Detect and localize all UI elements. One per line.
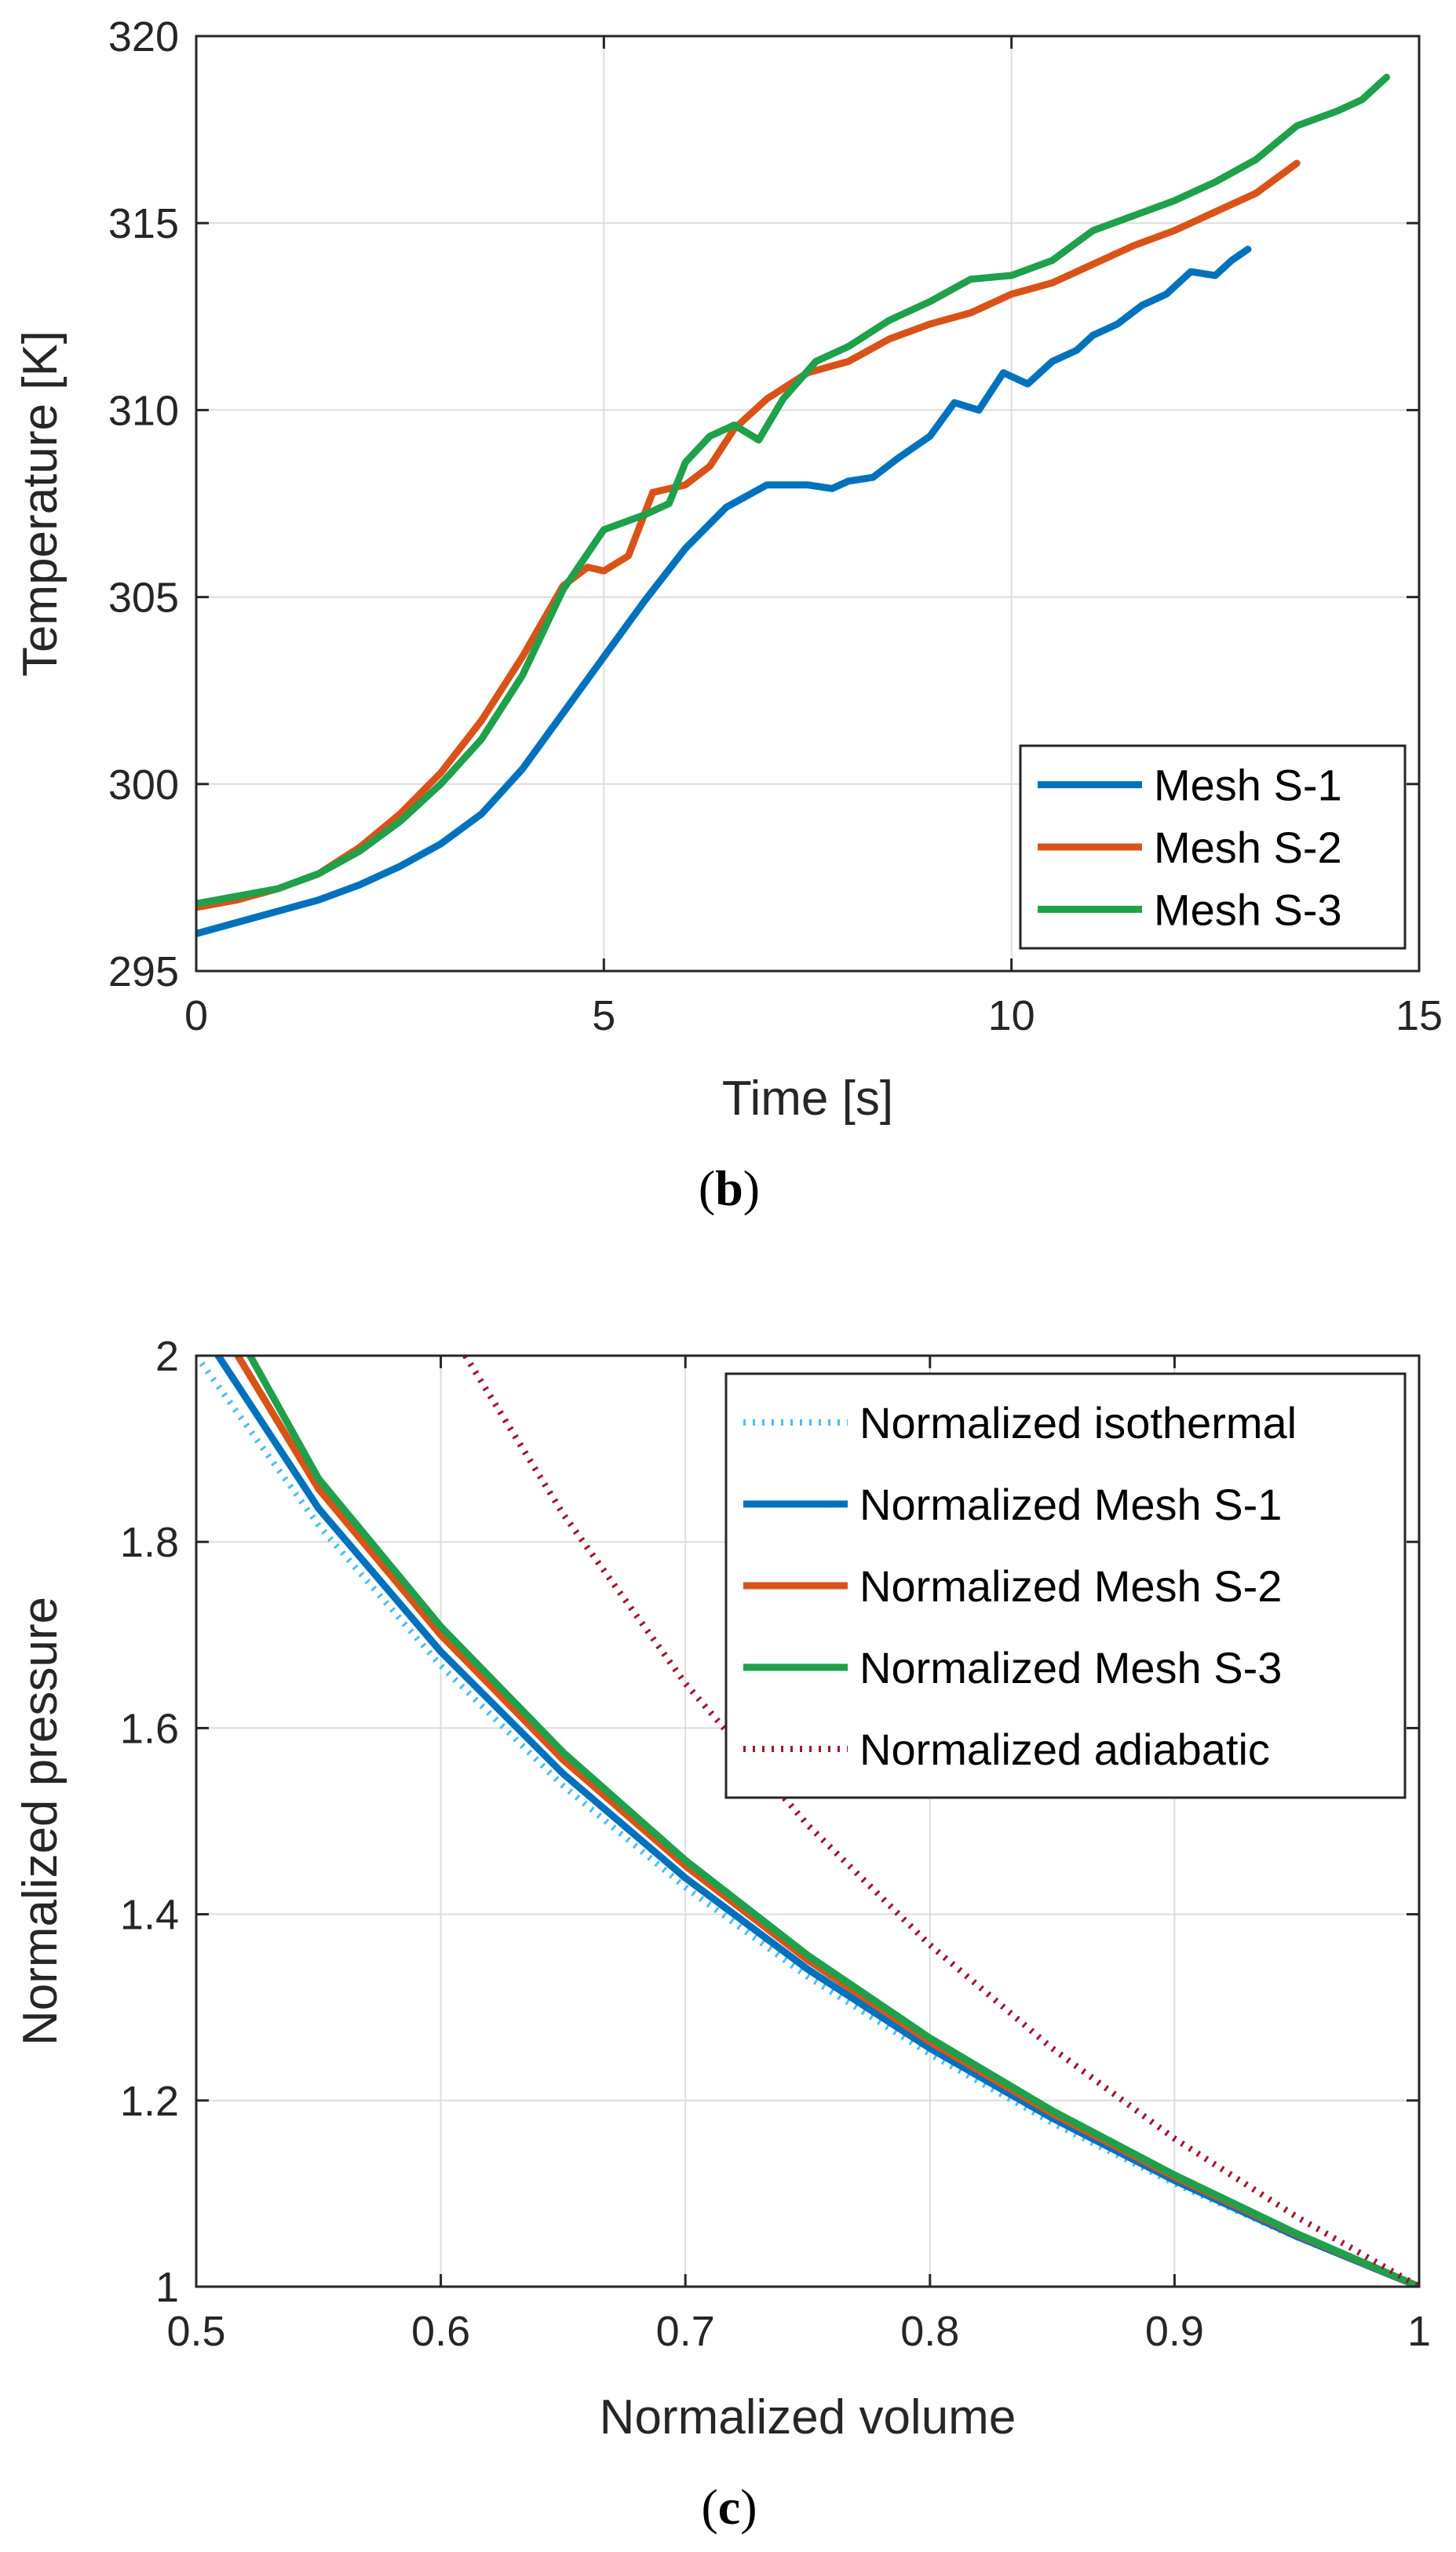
y-axis-label: Temperature [K] <box>13 330 68 677</box>
y-tick-label: 320 <box>108 13 179 60</box>
legend-label-2: Normalized Mesh S-1 <box>859 1480 1282 1529</box>
x-tick-label: 0.6 <box>411 2308 470 2355</box>
series-line-1 <box>196 1356 1419 2287</box>
y-tick-label: 315 <box>108 200 179 247</box>
x-axis-label: Normalized volume <box>600 2390 1016 2444</box>
y-tick-label: 305 <box>108 575 179 622</box>
series-group <box>196 73 1390 937</box>
figure-caption: (c) <box>701 2479 757 2535</box>
series-line-2 <box>196 159 1301 911</box>
caption-close-paren: ) <box>740 2479 757 2535</box>
legend-label-3: Normalized Mesh S-2 <box>859 1561 1282 1611</box>
series-line-3 <box>196 73 1390 907</box>
y-tick-label: 1.6 <box>120 1705 179 1752</box>
chart-temperature: 0 5 10 15 295 300 305 310 315 320 Time [s] Temperat… <box>13 13 1443 1216</box>
x-tick-label: 15 <box>1396 992 1443 1039</box>
legend: Mesh S-1 Mesh S-2 Mesh S-3 <box>1019 744 1407 950</box>
legend-label-1: Normalized isothermal <box>859 1398 1297 1448</box>
legend-label-1: Mesh S-1 <box>1154 761 1342 810</box>
y-tick-label: 295 <box>108 948 179 995</box>
axes-box <box>195 1354 1421 2288</box>
caption-letter: c <box>718 2479 740 2535</box>
axes-box <box>195 35 1421 973</box>
y-tick-label: 1.8 <box>120 1519 179 1566</box>
series-line-5 <box>462 1356 1419 2287</box>
x-tick-label: 0.7 <box>656 2308 715 2355</box>
x-tick-label: 0 <box>184 992 208 1039</box>
caption-open-paren: ( <box>701 2479 717 2535</box>
x-tick-label: 1 <box>1407 2308 1431 2355</box>
x-tick-label: 10 <box>988 992 1035 1039</box>
legend: Normalized isothermal Normalized Mesh S-1… <box>724 1372 1407 1799</box>
x-tick-label: 0.5 <box>166 2308 225 2355</box>
x-tick-label: 0.8 <box>900 2308 959 2355</box>
legend-label-2: Mesh S-2 <box>1154 823 1342 872</box>
figure-caption: (b) <box>699 1160 760 1216</box>
series-line-4 <box>246 1356 1419 2287</box>
legend-label-5: Normalized adiabatic <box>859 1725 1270 1774</box>
x-tick-label: 5 <box>592 992 615 1039</box>
series-line-1 <box>196 246 1252 937</box>
legend-label-3: Mesh S-3 <box>1154 885 1342 934</box>
legend-label-4: Normalized Mesh S-3 <box>859 1643 1282 1692</box>
y-tick-label: 300 <box>108 761 179 809</box>
series-group <box>196 1356 1419 2287</box>
y-axis-label: Normalized pressure <box>13 1597 68 2046</box>
y-tick-label: 1 <box>155 2264 179 2311</box>
chart-pressure: 0.5 0.6 0.7 0.8 0.9 1 1 1.2 1.4 1.6 1.8 2 Normalized… <box>13 1333 1431 2535</box>
y-tick-label: 310 <box>108 387 179 434</box>
caption-close-paren: ) <box>743 1160 760 1216</box>
y-tick-label: 2 <box>155 1333 179 1380</box>
y-tick-label: 1.2 <box>120 2078 179 2125</box>
caption-letter: b <box>715 1160 743 1216</box>
caption-open-paren: ( <box>699 1160 715 1216</box>
y-tick-label: 1.4 <box>120 1892 179 1939</box>
x-axis-label: Time [s] <box>722 1072 893 1126</box>
x-tick-label: 0.9 <box>1145 2308 1204 2355</box>
grid-lines <box>196 36 1419 971</box>
